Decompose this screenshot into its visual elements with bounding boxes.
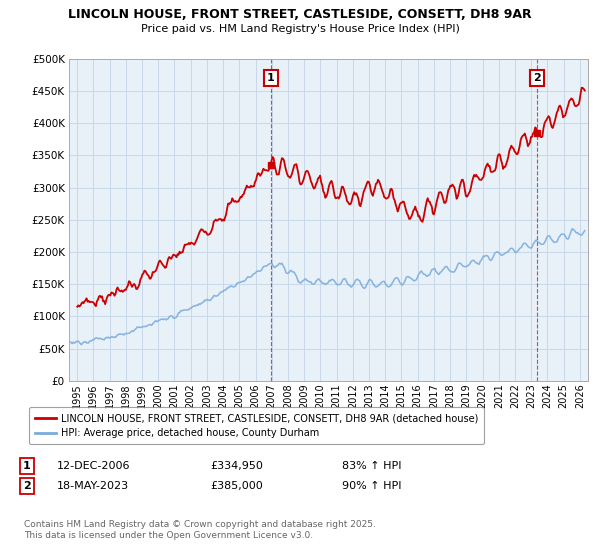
Text: £385,000: £385,000 — [210, 481, 263, 491]
Text: 2: 2 — [23, 481, 31, 491]
Text: 1: 1 — [267, 73, 275, 83]
Text: 2: 2 — [533, 73, 541, 83]
Text: 90% ↑ HPI: 90% ↑ HPI — [342, 481, 401, 491]
Legend: LINCOLN HOUSE, FRONT STREET, CASTLESIDE, CONSETT, DH8 9AR (detached house), HPI:: LINCOLN HOUSE, FRONT STREET, CASTLESIDE,… — [29, 407, 484, 444]
Text: Price paid vs. HM Land Registry's House Price Index (HPI): Price paid vs. HM Land Registry's House … — [140, 24, 460, 34]
Text: LINCOLN HOUSE, FRONT STREET, CASTLESIDE, CONSETT, DH8 9AR: LINCOLN HOUSE, FRONT STREET, CASTLESIDE,… — [68, 8, 532, 21]
Text: 1: 1 — [23, 461, 31, 471]
Text: Contains HM Land Registry data © Crown copyright and database right 2025.
This d: Contains HM Land Registry data © Crown c… — [24, 520, 376, 540]
Text: £334,950: £334,950 — [210, 461, 263, 471]
Text: 18-MAY-2023: 18-MAY-2023 — [57, 481, 129, 491]
Text: 12-DEC-2006: 12-DEC-2006 — [57, 461, 131, 471]
Text: 83% ↑ HPI: 83% ↑ HPI — [342, 461, 401, 471]
